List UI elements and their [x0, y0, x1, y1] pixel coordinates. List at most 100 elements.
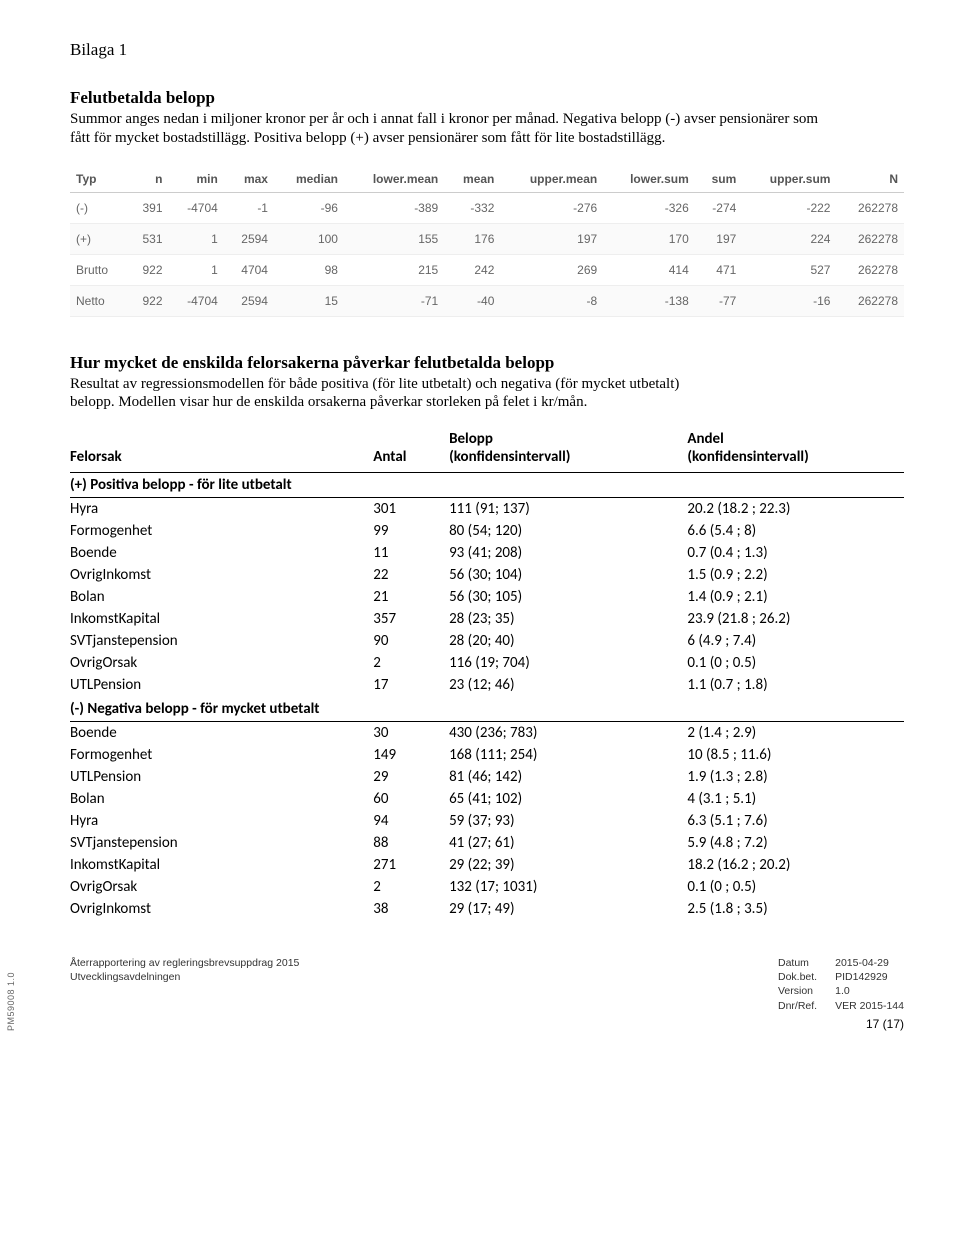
cause-row: Formogenhet9980 (54; 120)6.6 (5.4 ; 8): [70, 520, 904, 542]
cause-cell: 23 (12; 46): [449, 674, 687, 697]
cause-cell: 60: [373, 788, 449, 810]
stats-cell: 224: [742, 223, 836, 254]
cause-cell: 21: [373, 586, 449, 608]
cause-subheader-cell: (-) Negativa belopp - för mycket utbetal…: [70, 697, 904, 722]
cause-subheader: (-) Negativa belopp - för mycket utbetal…: [70, 697, 904, 722]
cause-cell: OvrigOrsak: [70, 876, 373, 898]
stats-cell: 98: [274, 254, 344, 285]
cause-cell: 41 (27; 61): [449, 832, 687, 854]
cause-cell: 18.2 (16.2 ; 20.2): [687, 854, 904, 876]
cause-row: Bolan6065 (41; 102)4 (3.1 ; 5.1): [70, 788, 904, 810]
page-footer: Återrapportering av regleringsbrevsuppdr…: [70, 956, 904, 1013]
stats-cell: -138: [603, 285, 695, 316]
stats-row: Netto922-4704259415-71-40-8-138-77-16262…: [70, 285, 904, 316]
cause-cell: 111 (91; 137): [449, 498, 687, 521]
section2-body: Resultat av regressionsmodellen för både…: [70, 375, 710, 413]
cause-cell: 2: [373, 652, 449, 674]
cause-row: OvrigOrsak2116 (19; 704)0.1 (0 ; 0.5): [70, 652, 904, 674]
stats-row: Brutto9221470498215242269414471527262278: [70, 254, 904, 285]
cause-cell: 430 (236; 783): [449, 722, 687, 745]
footer-key: Version: [778, 984, 817, 998]
stats-cell: -222: [742, 192, 836, 223]
stats-col-lower-sum: lower.sum: [603, 166, 695, 193]
stats-cell: 414: [603, 254, 695, 285]
stats-cell: 262278: [836, 254, 904, 285]
cause-cell: Hyra: [70, 810, 373, 832]
cause-cell: Formogenhet: [70, 520, 373, 542]
stats-cell: 1: [169, 254, 224, 285]
cause-cell: 1.4 (0.9 ; 2.1): [687, 586, 904, 608]
cause-cell: 81 (46; 142): [449, 766, 687, 788]
cause-row: Boende30430 (236; 783)2 (1.4 ; 2.9): [70, 722, 904, 745]
cause-cell: 88: [373, 832, 449, 854]
cause-cell: 0.1 (0 ; 0.5): [687, 876, 904, 898]
cause-row: OvrigInkomst2256 (30; 104)1.5 (0.9 ; 2.2…: [70, 564, 904, 586]
stats-col-N: N: [836, 166, 904, 193]
stats-cell: (+): [70, 223, 127, 254]
footer-left-l2: Utvecklingsavdelningen: [70, 970, 778, 984]
cause-cell: 6.3 (5.1 ; 7.6): [687, 810, 904, 832]
footer-val: 1.0: [835, 984, 904, 998]
stats-col-sum: sum: [695, 166, 743, 193]
cause-cell: 10 (8.5 ; 11.6): [687, 744, 904, 766]
cause-row: UTLPension1723 (12; 46)1.1 (0.7 ; 1.8): [70, 674, 904, 697]
cause-cell: 17: [373, 674, 449, 697]
stats-cell: 262278: [836, 285, 904, 316]
cause-row: InkomstKapital35728 (23; 35)23.9 (21.8 ;…: [70, 608, 904, 630]
stats-cell: -4704: [169, 192, 224, 223]
footer-val: PID142929: [835, 970, 904, 984]
cause-row: Formogenhet149168 (111; 254)10 (8.5 ; 11…: [70, 744, 904, 766]
section1-title: Felutbetalda belopp: [70, 88, 904, 108]
cause-row: Hyra301111 (91; 137)20.2 (18.2 ; 22.3): [70, 498, 904, 521]
stats-cell: 1: [169, 223, 224, 254]
cause-cell: 29 (22; 39): [449, 854, 687, 876]
stats-col-n: n: [127, 166, 169, 193]
side-doc-id: PM59008 1.0: [6, 972, 16, 1031]
appendix-label: Bilaga 1: [70, 40, 904, 60]
cause-cell: 20.2 (18.2 ; 22.3): [687, 498, 904, 521]
cause-row: InkomstKapital27129 (22; 39)18.2 (16.2 ;…: [70, 854, 904, 876]
cause-cell: 90: [373, 630, 449, 652]
cause-row: Bolan2156 (30; 105)1.4 (0.9 ; 2.1): [70, 586, 904, 608]
stats-col-min: min: [169, 166, 224, 193]
cause-cell: SVTjanstepension: [70, 832, 373, 854]
cause-cell: Hyra: [70, 498, 373, 521]
cause-cell: 0.1 (0 ; 0.5): [687, 652, 904, 674]
cause-cell: 56 (30; 104): [449, 564, 687, 586]
cause-cell: Bolan: [70, 788, 373, 810]
cause-subheader: (+) Positiva belopp - för lite utbetalt: [70, 473, 904, 498]
stats-cell: 2594: [224, 223, 274, 254]
footer-key: Dok.bet.: [778, 970, 817, 984]
cause-cell: 149: [373, 744, 449, 766]
th-belopp-l1: Belopp: [449, 430, 493, 448]
stats-cell: 100: [274, 223, 344, 254]
cause-cell: 28 (20; 40): [449, 630, 687, 652]
cause-cell: 28 (23; 35): [449, 608, 687, 630]
cause-cell: 56 (30; 105): [449, 586, 687, 608]
stats-cell: -40: [444, 285, 500, 316]
cause-cell: 357: [373, 608, 449, 630]
stats-cell: 391: [127, 192, 169, 223]
cause-cell: 1.1 (0.7 ; 1.8): [687, 674, 904, 697]
cause-cell: Boende: [70, 542, 373, 564]
cause-row: Hyra9459 (37; 93)6.3 (5.1 ; 7.6): [70, 810, 904, 832]
th-andel-l2: (konfidensintervall): [687, 448, 808, 466]
cause-cell: 30: [373, 722, 449, 745]
cause-cell: SVTjanstepension: [70, 630, 373, 652]
cause-cell: 94: [373, 810, 449, 832]
cause-cell: 11: [373, 542, 449, 564]
cause-cell: UTLPension: [70, 766, 373, 788]
cause-cell: 29: [373, 766, 449, 788]
cause-cell: OvrigInkomst: [70, 564, 373, 586]
cause-cell: 99: [373, 520, 449, 542]
stats-cell: 922: [127, 285, 169, 316]
cause-cell: InkomstKapital: [70, 854, 373, 876]
stats-cell: 170: [603, 223, 695, 254]
footer-val: VER 2015-144: [835, 999, 904, 1013]
page-number: 17 (17): [70, 1017, 904, 1031]
cause-cell: 301: [373, 498, 449, 521]
cause-cell: 0.7 (0.4 ; 1.3): [687, 542, 904, 564]
stats-col-max: max: [224, 166, 274, 193]
cause-cell: 2.5 (1.8 ; 3.5): [687, 898, 904, 920]
cause-cell: 116 (19; 704): [449, 652, 687, 674]
